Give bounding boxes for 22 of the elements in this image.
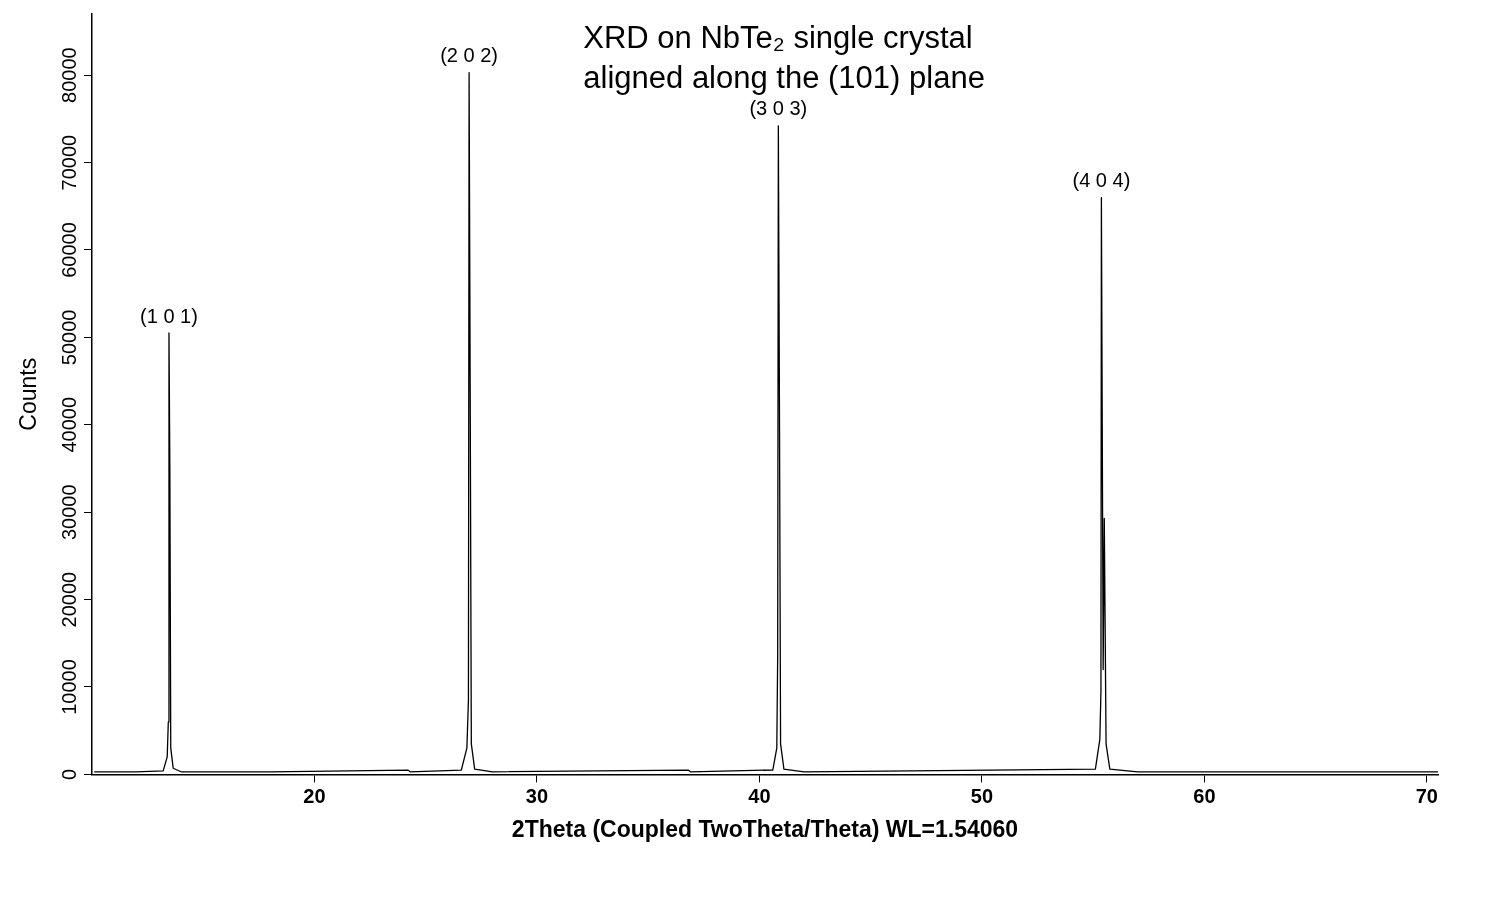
y-tick-label: 10000 [57,659,80,715]
y-tick-label: 80000 [57,47,80,103]
y-tick-label: 0 [57,768,80,780]
x-tick-label: 40 [748,784,771,807]
y-tick-label: 40000 [57,396,80,453]
x-tick-label: 30 [525,784,549,807]
annotation: (4 0 4) [1072,169,1131,192]
y-axis-title: Counts [15,357,42,431]
x-tick-label: 50 [970,784,994,807]
y-tick-label: 50000 [57,309,80,366]
y-tick-label: 30000 [57,484,80,541]
y-tick-label: 70000 [57,134,80,191]
annotation: (3 0 3) [749,97,808,120]
annotation: (2 0 2) [440,44,499,67]
y-tick-label: 20000 [57,571,80,628]
text: XRD on NbTe₂ single crystal aligned along the (101) plane [583,20,985,96]
x-tick-label: 20 [303,784,326,807]
y-tick-label: 60000 [57,222,80,278]
x-tick-label: 60 [1193,784,1216,807]
x-axis-title: 2Theta (Coupled TwoTheta/Theta) WL=1.54060 [511,815,1019,842]
annotation: (1 0 1) [140,304,198,327]
x-tick-label: 70 [1415,784,1438,807]
